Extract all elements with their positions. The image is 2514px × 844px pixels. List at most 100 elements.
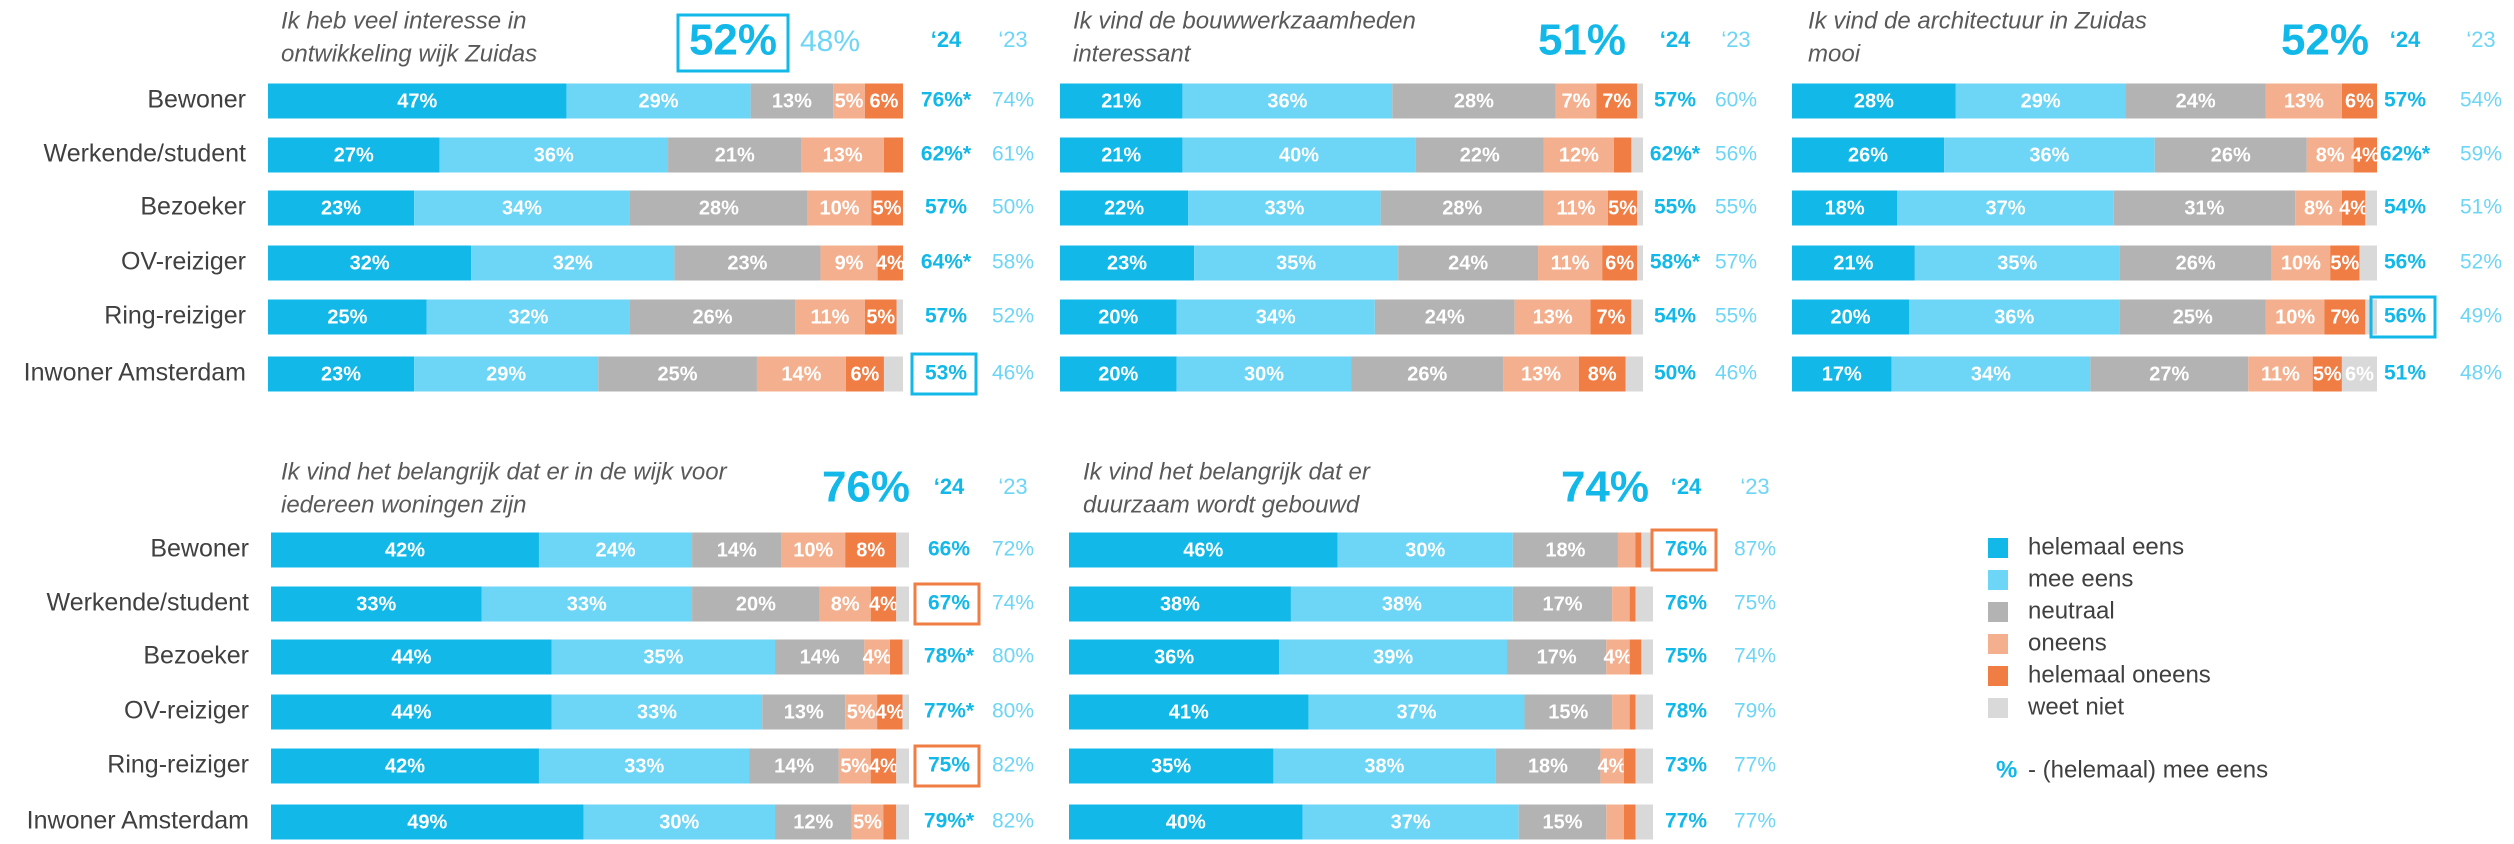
bar-segment	[1631, 137, 1643, 173]
bar-segment	[1792, 299, 1909, 335]
bar-segment	[1600, 748, 1624, 784]
bar-segment	[1279, 639, 1507, 675]
segment-label: 33%	[356, 593, 396, 615]
bar-segment	[1623, 748, 1636, 784]
bar-segment	[883, 804, 897, 840]
segment-label: 4%	[2351, 144, 2380, 166]
value-24: 76%	[1665, 592, 1707, 615]
bar-segment	[439, 137, 669, 173]
segment-label: 4%	[875, 701, 904, 723]
bar-segment	[481, 586, 693, 622]
value-24: 62%*	[1650, 143, 1701, 166]
segment-label: 20%	[1830, 306, 1870, 328]
bar-segment	[1182, 83, 1393, 119]
category-label: Ring-reiziger	[107, 751, 249, 779]
bar-segment	[1512, 532, 1618, 568]
bar-segment	[1623, 804, 1636, 840]
bar-segment	[1512, 586, 1613, 622]
bar-segment	[271, 639, 552, 675]
segment-label: 17%	[1537, 646, 1577, 668]
value-23: 74%	[992, 592, 1034, 615]
segment-label: 35%	[1151, 755, 1191, 777]
value-24: 76%	[1665, 538, 1707, 561]
bar-segment	[1641, 639, 1653, 675]
segment-label: 7%	[1562, 90, 1591, 112]
segment-label: 47%	[397, 90, 437, 112]
value-23: 79%	[1734, 700, 1776, 723]
bar-segment	[807, 190, 872, 226]
category-label: Ring-reiziger	[104, 302, 246, 330]
value-24: 75%	[928, 754, 970, 777]
bar-segment	[2359, 245, 2377, 281]
bar-segment	[1612, 694, 1630, 730]
value-24: 73%	[1665, 754, 1707, 777]
segment-label: 23%	[321, 363, 361, 385]
segment-label: 8%	[1588, 363, 1617, 385]
value-23: 77%	[1734, 810, 1776, 833]
bar-segment	[414, 190, 630, 226]
value-23: 52%	[2460, 251, 2502, 274]
value-23: 49%	[2460, 305, 2502, 328]
col-header: ‘23	[1721, 27, 1750, 52]
value-24: 78%	[1665, 700, 1707, 723]
segment-label: 26%	[1848, 144, 1888, 166]
segment-label: 5%	[840, 755, 869, 777]
value-24: 53%	[925, 362, 967, 385]
segment-label: 4%	[869, 755, 898, 777]
bar-segment	[1060, 137, 1183, 173]
bar-segment	[756, 356, 846, 392]
category-label: OV-reiziger	[121, 248, 246, 276]
bar-segment	[268, 83, 567, 119]
segment-label: 13%	[1533, 306, 1573, 328]
bar-segment	[775, 804, 852, 840]
bar-segment	[1635, 804, 1653, 840]
segment-label: 13%	[2284, 90, 2324, 112]
bar-segment	[2090, 356, 2249, 392]
segment-label: 30%	[659, 811, 699, 833]
total-23: 48%	[800, 25, 860, 58]
segment-label: 36%	[534, 144, 574, 166]
bar-segment	[1337, 532, 1513, 568]
value-23: 46%	[992, 362, 1034, 385]
bar-segment	[1069, 694, 1309, 730]
bar-segment	[1635, 586, 1653, 622]
bar-segment	[1069, 586, 1291, 622]
bar-segment	[583, 804, 776, 840]
segment-label: 23%	[727, 252, 767, 274]
bar-segment	[2365, 190, 2377, 226]
legend-swatch	[1988, 698, 2008, 718]
bar-segment	[566, 83, 751, 119]
highlight-box	[913, 582, 981, 626]
segment-label: 4%	[2339, 197, 2368, 219]
bar-segment	[551, 639, 776, 675]
bar-segment	[674, 245, 821, 281]
segment-label: 27%	[2149, 363, 2189, 385]
bar-segment	[1629, 694, 1636, 730]
bar-segment	[845, 694, 878, 730]
panel-title: Ik heb veel interesse in	[281, 7, 526, 34]
value-23: 46%	[1715, 362, 1757, 385]
value-23: 50%	[992, 196, 1034, 219]
value-24: 78%*	[924, 645, 975, 668]
bar-segment	[2306, 137, 2354, 173]
total: 52%	[689, 16, 777, 65]
bar-segment	[1637, 190, 1643, 226]
segment-label: 18%	[1545, 539, 1585, 561]
segment-label: 37%	[1396, 701, 1436, 723]
bar-segment	[2119, 245, 2272, 281]
segment-label: 32%	[508, 306, 548, 328]
segment-label: 7%	[1602, 90, 1631, 112]
bar-segment	[692, 586, 820, 622]
segment-label: 14%	[717, 539, 757, 561]
bar-segment	[2271, 245, 2331, 281]
bar-segment	[1518, 804, 1607, 840]
panel-title: Ik vind de bouwwerkzaamheden	[1073, 7, 1416, 34]
segment-label: 6%	[869, 90, 898, 112]
bar-segment	[750, 83, 834, 119]
legend-swatch	[1988, 634, 2008, 654]
category-label: OV-reiziger	[124, 697, 249, 725]
segment-label: 13%	[784, 701, 824, 723]
bar-segment	[877, 694, 903, 730]
bar-segment	[2324, 299, 2366, 335]
